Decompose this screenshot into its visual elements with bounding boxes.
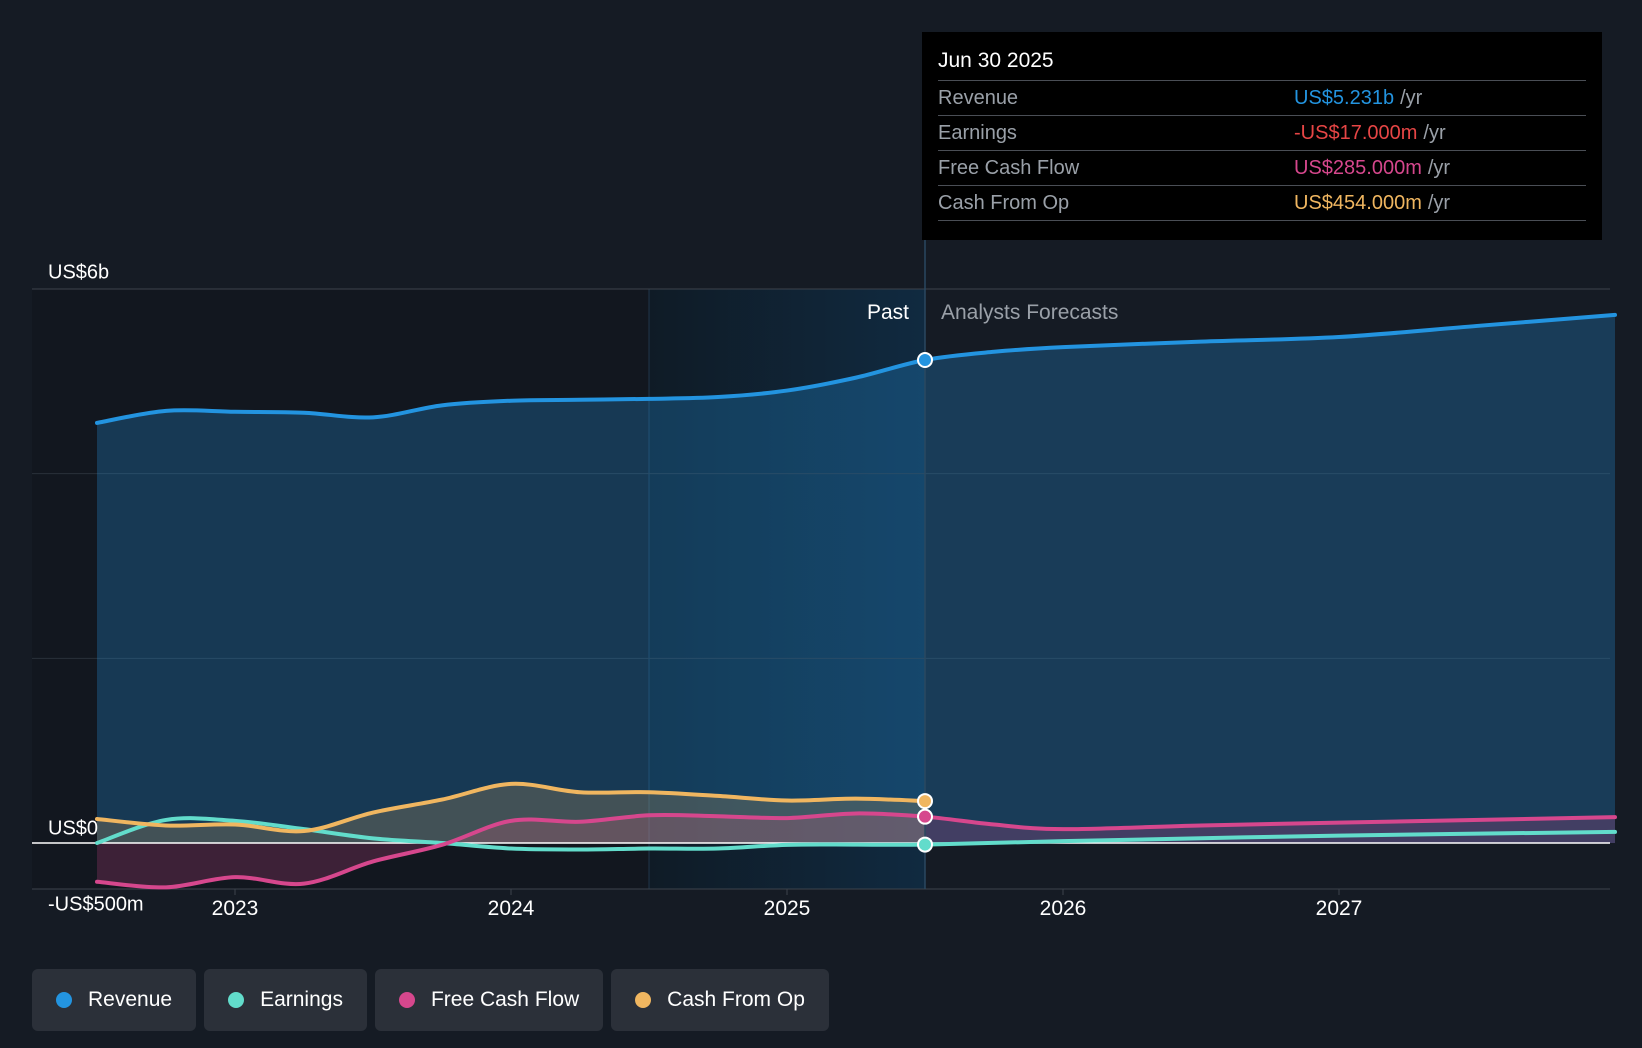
earnings-dot-icon xyxy=(228,992,245,1008)
legend-item-earnings[interactable]: Earnings xyxy=(204,969,367,1031)
chart-legend: Revenue Earnings Free Cash Flow Cash Fro… xyxy=(32,969,829,1031)
chart-tooltip: Jun 30 2025 Revenue US$5.231b /yr Earnin… xyxy=(922,32,1602,240)
free-cash-flow-marker xyxy=(917,808,933,825)
tooltip-label: Earnings xyxy=(938,122,1017,144)
legend-item-revenue[interactable]: Revenue xyxy=(32,969,197,1031)
x-tick-label: 2023 xyxy=(212,897,259,920)
x-tick-label: 2027 xyxy=(1316,897,1363,920)
legend-label: Earnings xyxy=(260,988,343,1011)
legend-label: Cash From Op xyxy=(667,988,805,1011)
revenue-marker xyxy=(917,352,933,369)
y-tick-label: -US$500m xyxy=(48,893,144,915)
y-tick-label: US$6b xyxy=(48,261,109,283)
legend-item-free-cash-flow[interactable]: Free Cash Flow xyxy=(374,969,604,1031)
cash-from-op-line xyxy=(95,781,927,834)
x-tick-label: 2026 xyxy=(1040,897,1087,920)
cash-from-op-marker xyxy=(917,793,933,810)
x-tick-label: 2025 xyxy=(764,897,811,920)
tooltip-value: US$454.000m xyxy=(1294,192,1422,214)
forecast-label: Analysts Forecasts xyxy=(941,301,1118,324)
tooltip-value: US$285.000m xyxy=(1294,157,1422,179)
tooltip-value: -US$17.000m xyxy=(1294,122,1418,144)
tooltip-row-cash-from-op: Cash From Op US$454.000m /yr xyxy=(938,186,1586,221)
tooltip-label: Cash From Op xyxy=(938,192,1070,214)
free-cash-flow-line xyxy=(95,811,1617,890)
revenue-area xyxy=(97,314,1615,843)
tooltip-unit: /yr xyxy=(1423,122,1446,144)
earnings-marker xyxy=(917,836,933,853)
legend-label: Revenue xyxy=(88,988,173,1011)
legend-item-cash-from-op[interactable]: Cash From Op xyxy=(611,969,829,1031)
tooltip-unit: /yr xyxy=(1427,192,1451,214)
legend-label: Free Cash Flow xyxy=(430,988,580,1011)
tooltip-label: Free Cash Flow xyxy=(938,157,1080,179)
past-label: Past xyxy=(867,301,909,324)
cash-from-op-area xyxy=(97,783,925,843)
tooltip-label: Revenue xyxy=(938,87,1019,109)
earnings-line xyxy=(95,816,1617,852)
tooltip-row-free-cash-flow: Free Cash Flow US$285.000m /yr xyxy=(938,151,1586,186)
revenue-dot-icon xyxy=(56,992,72,1008)
cash-from-op-dot-icon xyxy=(635,992,652,1008)
tooltip-value: US$5.231b xyxy=(1294,87,1395,109)
revenue-line xyxy=(95,312,1617,425)
free-cash-flow-dot-icon xyxy=(398,992,415,1008)
tooltip-row-revenue: Revenue US$5.231b /yr xyxy=(938,81,1586,116)
tooltip-row-earnings: Earnings -US$17.000m /yr xyxy=(938,116,1586,151)
tooltip-unit: /yr xyxy=(1427,157,1451,179)
x-tick-label: 2024 xyxy=(488,897,535,920)
y-tick-label: US$0 xyxy=(48,817,98,839)
tooltip-date: Jun 30 2025 xyxy=(938,46,1586,81)
tooltip-unit: /yr xyxy=(1400,87,1423,109)
